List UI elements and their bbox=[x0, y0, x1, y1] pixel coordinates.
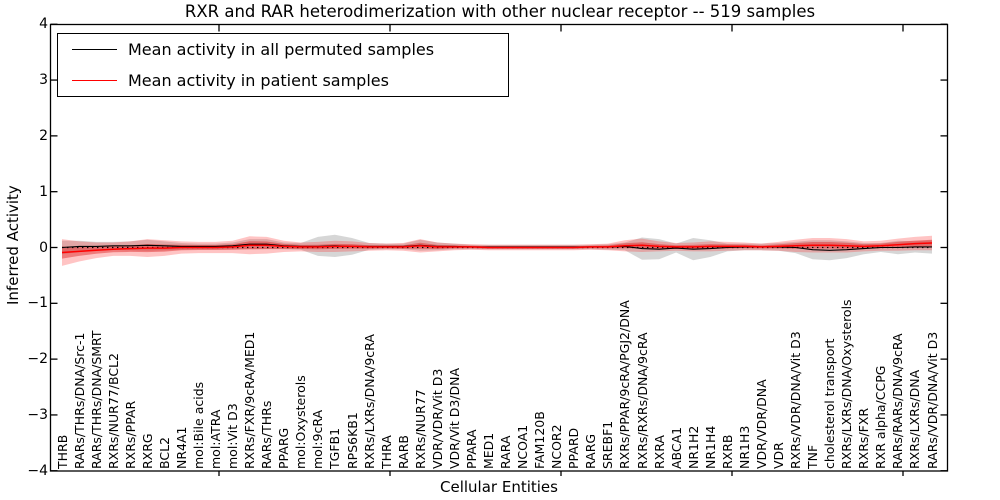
x-tick-label: RPS6KB1 bbox=[344, 411, 360, 469]
x-tick-label: FAM120B bbox=[532, 410, 548, 469]
x-tick-label: VDR/VDR/Vit D3 bbox=[429, 368, 445, 469]
x-tick-label: RXRs/NUR77 bbox=[412, 388, 428, 469]
x-tick-label: RARB bbox=[395, 434, 411, 469]
x-tick-label: RXRs/VDR/DNA/Vit D3 bbox=[788, 330, 804, 469]
x-tick-label: mol:Bile acids bbox=[190, 381, 206, 469]
y-tick-label: 3 bbox=[39, 72, 48, 89]
x-axis-label: Cellular Entities bbox=[440, 478, 558, 496]
x-tick-label: ABCA1 bbox=[668, 426, 684, 469]
x-tick-label: RXRs/LXRs/DNA/Oxysterols bbox=[839, 298, 855, 469]
x-tick-label: NCOA1 bbox=[515, 424, 531, 469]
y-tick-label: 2 bbox=[39, 127, 48, 144]
x-tick-label: PPARG bbox=[276, 427, 292, 469]
x-tick-label: RXRs/LXRs/DNA bbox=[907, 369, 923, 469]
x-tick-label: RARs/RARs/DNA/9cRA bbox=[890, 332, 906, 469]
y-tick-label: 1 bbox=[39, 183, 48, 200]
permuted-line-swatch bbox=[72, 49, 117, 50]
y-tick-label: −1 bbox=[27, 295, 48, 312]
y-tick-label: −3 bbox=[27, 406, 48, 423]
legend-label-permuted: Mean activity in all permuted samples bbox=[128, 40, 435, 59]
x-tick-label: SREBF1 bbox=[600, 420, 616, 469]
x-tick-label: TNF bbox=[805, 444, 821, 469]
x-tick-label: BCL2 bbox=[156, 436, 172, 469]
x-tick-label: RXRs/NUR77/BCL2 bbox=[105, 352, 121, 469]
x-tick-label: RXRs/FXR/9cRA/MED1 bbox=[242, 331, 258, 469]
x-tick-label: RXRs/PPAR/9cRA/PGJ2/DNA bbox=[617, 299, 633, 469]
x-tick-label: RARs/THRs/DNA/Src-1 bbox=[71, 332, 87, 469]
x-tick-label: VDR bbox=[770, 441, 786, 469]
patient-line-swatch bbox=[72, 80, 117, 81]
y-tick-label: 0 bbox=[39, 239, 48, 256]
x-tick-label: NR1H4 bbox=[702, 425, 718, 469]
y-tick-label: −2 bbox=[27, 351, 48, 368]
legend-item-patient: Mean activity in patient samples bbox=[58, 65, 508, 96]
patient-std-band-inner bbox=[62, 239, 932, 259]
x-tick-label: RARG bbox=[583, 433, 599, 469]
x-tick-label: NR1H2 bbox=[685, 425, 701, 469]
y-tick-label: 4 bbox=[39, 16, 48, 33]
x-tick-label: RXRs/LXRs/DNA/9cRA bbox=[361, 333, 377, 469]
x-tick-label: RXRs/PPAR bbox=[122, 400, 138, 469]
x-tick-label: PPARD bbox=[566, 427, 582, 469]
legend-label-patient: Mean activity in patient samples bbox=[128, 71, 389, 90]
patient-std-band-outer bbox=[62, 235, 932, 266]
y-tick-label: −4 bbox=[27, 462, 48, 479]
legend: Mean activity in all permuted samples Me… bbox=[57, 33, 509, 97]
x-tick-label: RARs/THRs/DNA/SMRT bbox=[88, 330, 104, 469]
x-tick-label: MED1 bbox=[480, 432, 496, 469]
x-tick-label: cholesterol transport bbox=[822, 338, 838, 469]
x-tick-label: THRB bbox=[54, 434, 70, 469]
x-tick-label: NR4A1 bbox=[173, 426, 189, 469]
x-tick-label: THRA bbox=[378, 434, 394, 469]
chart-title: RXR and RAR heterodimerization with othe… bbox=[184, 2, 816, 21]
x-tick-label: RARA bbox=[498, 435, 514, 469]
x-tick-label: VDR/Vit D3/DNA bbox=[446, 367, 462, 469]
x-tick-label: PPARA bbox=[463, 428, 479, 469]
x-tick-label: RXR alpha/CCPG bbox=[873, 365, 889, 469]
x-tick-label: RXRs/FXR bbox=[856, 407, 872, 469]
x-tick-label: TGFB1 bbox=[327, 427, 343, 469]
x-tick-label: mol:Vit D3 bbox=[225, 402, 241, 469]
x-tick-label: mol:ATRA bbox=[208, 409, 224, 469]
x-tick-label: RARs/THRs bbox=[259, 400, 275, 469]
x-tick-label: RXRs/RXRs/DNA/9cRA bbox=[634, 331, 650, 469]
legend-item-permuted: Mean activity in all permuted samples bbox=[58, 34, 508, 65]
x-tick-label: mol:9cRA bbox=[310, 409, 326, 469]
x-tick-label: mol:Oxysterols bbox=[293, 374, 309, 469]
x-tick-label: NCOR2 bbox=[549, 423, 565, 469]
x-tick-label: RXRG bbox=[139, 432, 155, 469]
x-tick-label: VDR/VDR/DNA bbox=[753, 378, 769, 469]
x-tick-label: RXRA bbox=[651, 434, 667, 469]
patient-mean-line bbox=[61, 242, 933, 254]
x-tick-label: RXRB bbox=[719, 433, 735, 469]
x-tick-label: NR1H3 bbox=[736, 425, 752, 469]
x-tick-label: RARs/VDR/DNA/Vit D3 bbox=[924, 331, 940, 469]
